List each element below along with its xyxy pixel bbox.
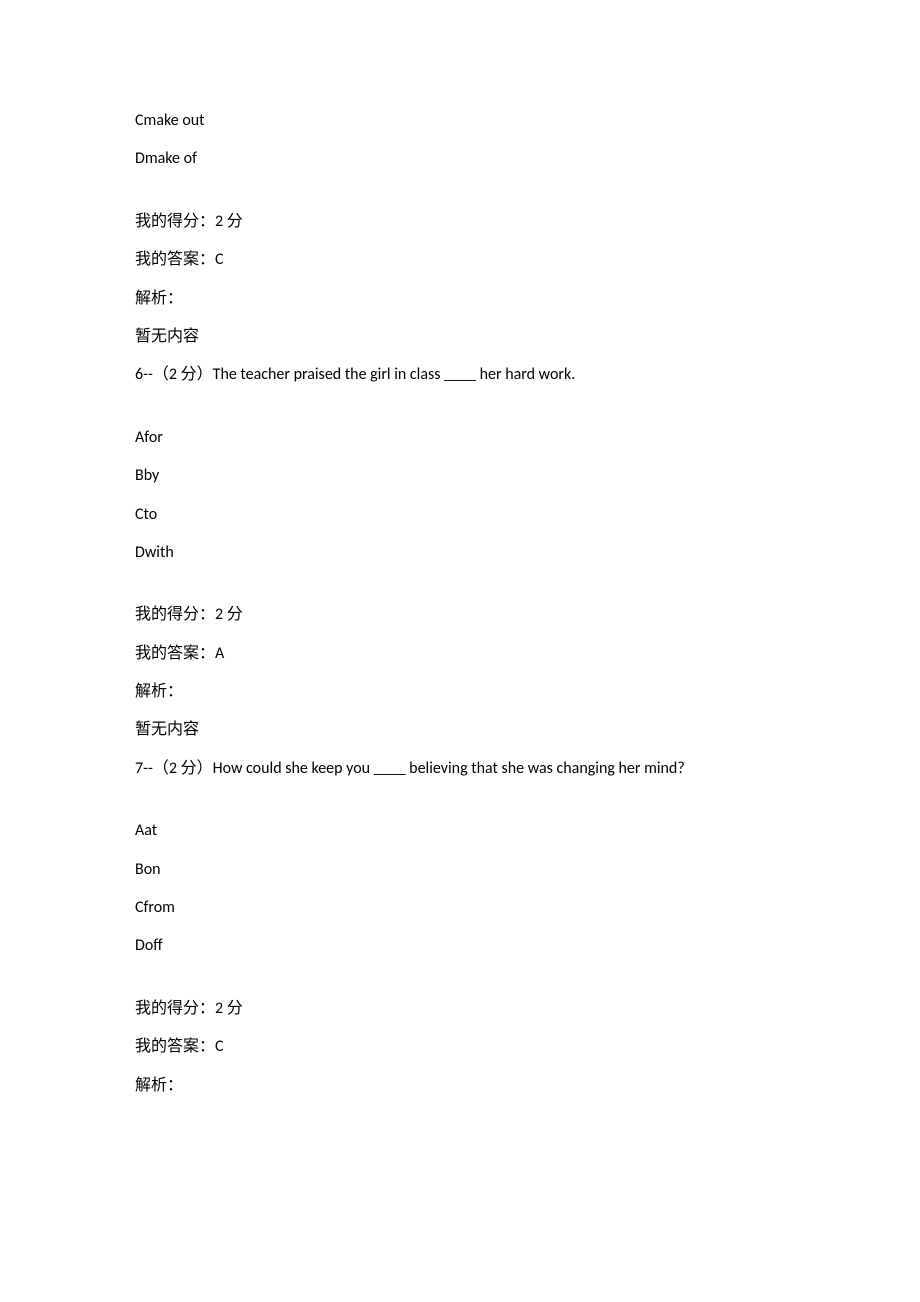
answer-label: 我的答案： — [135, 1037, 215, 1056]
score-line: 我的得分：2 分 — [135, 998, 785, 1020]
score-label: 我的得分： — [135, 605, 215, 624]
score-value: 2 分 — [215, 999, 243, 1018]
option-line: Dmake of — [135, 148, 785, 170]
option-label: C — [135, 111, 144, 130]
answer-label: 我的答案： — [135, 644, 215, 663]
answer-line: 我的答案：C — [135, 249, 785, 271]
question-points: （2 分） — [153, 759, 213, 778]
option-text: with — [145, 543, 174, 562]
analysis-text: 暂无内容 — [135, 719, 785, 741]
question-text: How could she keep you ____ believing th… — [213, 759, 685, 778]
option-line: Bby — [135, 465, 785, 487]
option-line: Doff — [135, 935, 785, 957]
question-stem: 7--（2 分）How could she keep you ____ beli… — [135, 758, 785, 780]
answer-line: 我的答案：A — [135, 643, 785, 665]
question-points: （2 分） — [153, 365, 213, 384]
score-line: 我的得分：2 分 — [135, 604, 785, 626]
option-line: Afor — [135, 427, 785, 449]
option-line: Dwith — [135, 542, 785, 564]
option-label: C — [135, 505, 144, 524]
answer-value: A — [215, 644, 224, 663]
option-line: Bon — [135, 859, 785, 881]
question-number: 6-- — [135, 365, 153, 384]
option-line: Aat — [135, 820, 785, 842]
option-text: make out — [144, 111, 205, 130]
option-label: D — [135, 543, 145, 562]
answer-label: 我的答案： — [135, 250, 215, 269]
answer-line: 我的答案：C — [135, 1036, 785, 1058]
option-text: by — [144, 466, 160, 485]
option-label: D — [135, 936, 145, 955]
option-text: from — [144, 898, 175, 917]
option-line: Cmake out — [135, 110, 785, 132]
answer-value: C — [215, 1037, 224, 1056]
option-label: A — [135, 428, 144, 447]
option-text: at — [144, 821, 157, 840]
score-line: 我的得分：2 分 — [135, 211, 785, 233]
score-label: 我的得分： — [135, 212, 215, 231]
option-label: A — [135, 821, 144, 840]
analysis-label: 解析： — [135, 681, 785, 703]
score-value: 2 分 — [215, 212, 243, 231]
question-text: The teacher praised the girl in class __… — [213, 365, 576, 384]
score-label: 我的得分： — [135, 999, 215, 1018]
option-text: make of — [145, 149, 197, 168]
option-text: to — [144, 505, 158, 524]
option-text: off — [145, 936, 163, 955]
option-label: D — [135, 149, 145, 168]
question-number: 7-- — [135, 759, 153, 778]
option-text: on — [144, 860, 161, 879]
answer-value: C — [215, 250, 224, 269]
option-label: B — [135, 860, 144, 879]
analysis-label: 解析： — [135, 288, 785, 310]
option-line: Cfrom — [135, 897, 785, 919]
option-label: B — [135, 466, 144, 485]
option-text: for — [144, 428, 163, 447]
option-label: C — [135, 898, 144, 917]
analysis-text: 暂无内容 — [135, 326, 785, 348]
analysis-label: 解析： — [135, 1075, 785, 1097]
question-stem: 6--（2 分）The teacher praised the girl in … — [135, 364, 785, 386]
option-line: Cto — [135, 504, 785, 526]
score-value: 2 分 — [215, 605, 243, 624]
